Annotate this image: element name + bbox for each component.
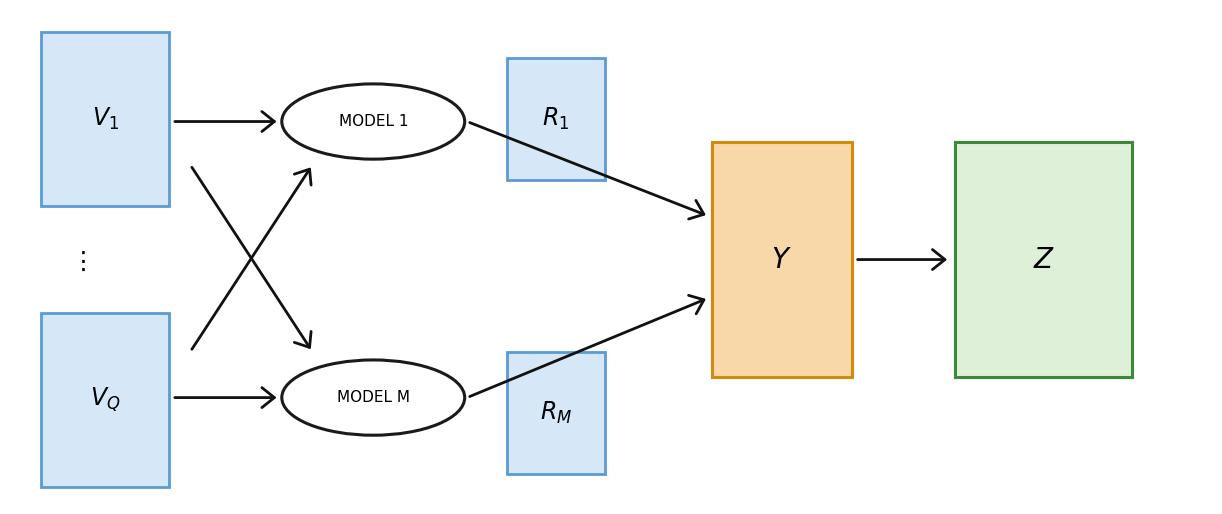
Text: $Z$: $Z$ (1033, 246, 1055, 273)
Text: $V_Q$: $V_Q$ (89, 386, 120, 414)
FancyBboxPatch shape (42, 313, 169, 487)
Text: $V_1$: $V_1$ (92, 106, 119, 132)
FancyBboxPatch shape (711, 142, 852, 377)
Text: MODEL 1: MODEL 1 (338, 114, 408, 129)
Text: MODEL M: MODEL M (337, 390, 409, 405)
FancyBboxPatch shape (507, 352, 605, 474)
Text: $\vdots$: $\vdots$ (71, 250, 86, 274)
Ellipse shape (282, 360, 464, 435)
Ellipse shape (282, 84, 464, 159)
FancyBboxPatch shape (507, 58, 605, 180)
Text: $R_1$: $R_1$ (543, 106, 569, 132)
FancyBboxPatch shape (42, 32, 169, 206)
FancyBboxPatch shape (956, 142, 1133, 377)
Text: $R_M$: $R_M$ (540, 400, 572, 426)
Text: $Y$: $Y$ (771, 246, 792, 273)
